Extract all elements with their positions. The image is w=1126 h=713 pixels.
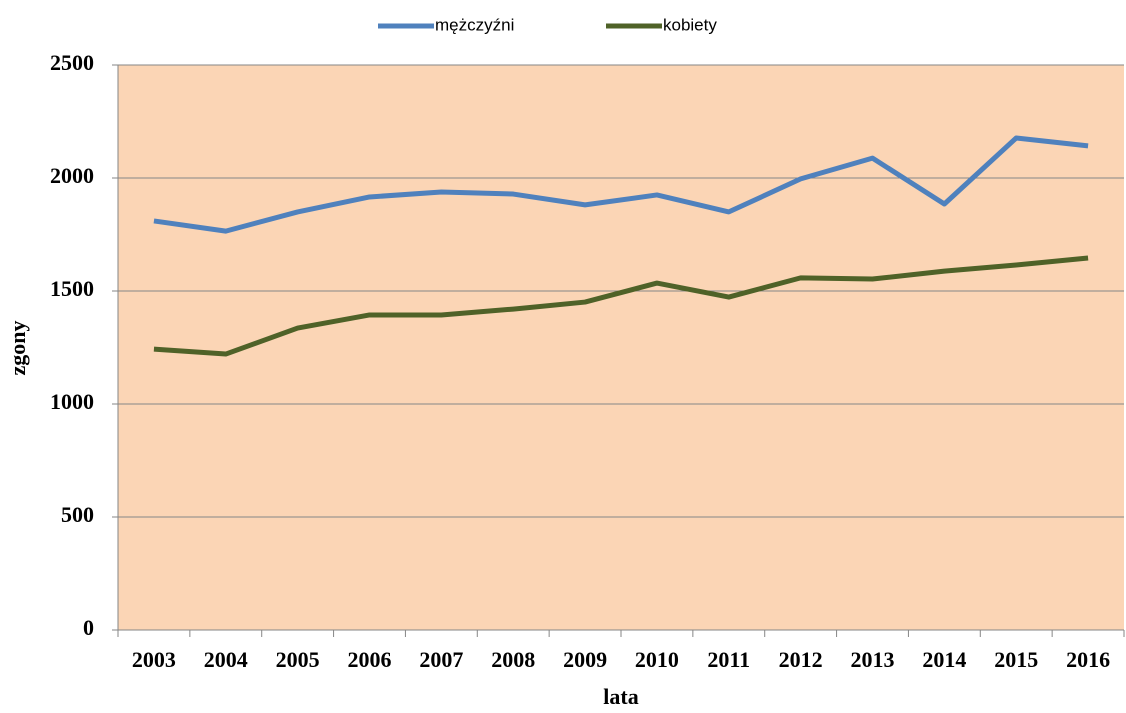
x-tick-label: 2009 — [563, 647, 607, 672]
x-tick-label: 2014 — [922, 647, 966, 672]
x-tick-label: 2008 — [491, 647, 535, 672]
y-tick-label: 0 — [83, 615, 94, 640]
x-tick-label: 2016 — [1066, 647, 1110, 672]
x-tick-label: 2010 — [635, 647, 679, 672]
x-tick-label: 2005 — [276, 647, 320, 672]
x-tick-label: 2006 — [348, 647, 392, 672]
y-tick-label: 1000 — [50, 389, 94, 414]
plot-area — [118, 65, 1124, 630]
y-tick-label: 500 — [61, 502, 94, 527]
legend-label: mężczyźni — [435, 15, 514, 34]
x-tick-label: 2003 — [132, 647, 176, 672]
x-tick-label: 2015 — [994, 647, 1038, 672]
x-tick-label: 2011 — [707, 647, 750, 672]
line — [153, 255, 1089, 357]
y-tick-label: 2000 — [50, 163, 94, 188]
x-tick-label: 2004 — [204, 647, 248, 672]
x-tick-label: 2007 — [419, 647, 463, 672]
x-tick-label: 2013 — [851, 647, 895, 672]
x-tick-label: 2012 — [779, 647, 823, 672]
x-axis-label: lata — [603, 684, 638, 709]
line — [153, 135, 1089, 234]
y-tick-label: 2500 — [50, 50, 94, 75]
y-tick-label: 1500 — [50, 276, 94, 301]
legend-label: kobiety — [663, 15, 717, 34]
y-axis-label: zgony — [5, 321, 30, 376]
